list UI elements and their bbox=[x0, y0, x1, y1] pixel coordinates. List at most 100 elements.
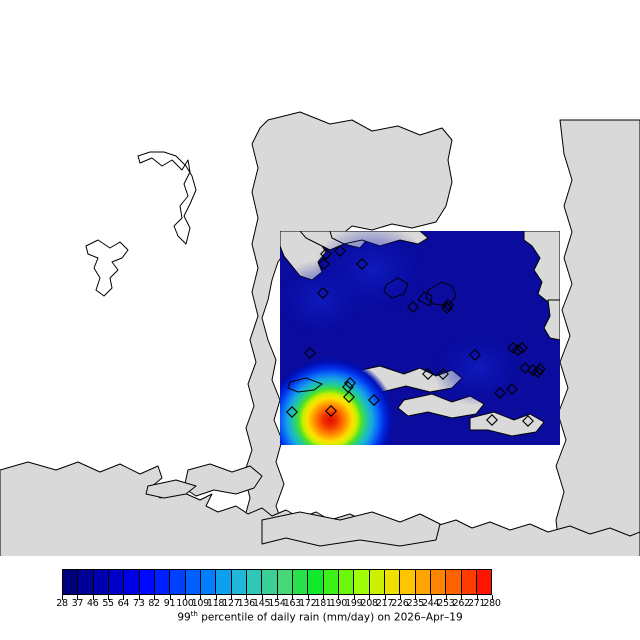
colorbar-tick-235 bbox=[415, 595, 417, 600]
colorbar-tick-64 bbox=[123, 595, 125, 600]
colorbar-label-226: 226 bbox=[391, 598, 409, 609]
station-marker[interactable] bbox=[519, 362, 531, 374]
colorbar-cell-3[interactable] bbox=[108, 570, 125, 594]
colorbar-label-73: 73 bbox=[133, 598, 145, 609]
colorbar-tick-127 bbox=[230, 595, 232, 600]
colorbar-container[interactable] bbox=[62, 569, 492, 595]
colorbar-cell-18[interactable] bbox=[338, 570, 355, 594]
colorbar-cell-4[interactable] bbox=[124, 570, 140, 594]
colorbar-cell-24[interactable] bbox=[430, 570, 447, 594]
colorbar-tick-73 bbox=[138, 595, 140, 600]
colorbar-cell-13[interactable] bbox=[262, 570, 278, 594]
colorbar-tick-91 bbox=[169, 595, 171, 600]
colorbar-cell-5[interactable] bbox=[139, 570, 155, 594]
colorbar[interactable] bbox=[62, 569, 492, 595]
colorbar-cell-26[interactable] bbox=[461, 570, 477, 594]
map-panel[interactable] bbox=[0, 0, 640, 556]
colorbar-tick-154 bbox=[277, 595, 278, 600]
colorbar-cell-20[interactable] bbox=[369, 570, 385, 594]
map-canvas[interactable] bbox=[0, 0, 640, 556]
colorbar-ticks bbox=[62, 595, 493, 601]
colorbar-cell-0[interactable] bbox=[63, 570, 79, 594]
station-marker[interactable] bbox=[334, 245, 346, 257]
station-marker[interactable] bbox=[494, 387, 506, 399]
colorbar-label-280: 280 bbox=[483, 598, 501, 609]
caption-superscript: th bbox=[190, 610, 198, 618]
colorbar-cell-22[interactable] bbox=[400, 570, 416, 594]
colorbar-tick-109 bbox=[200, 595, 202, 600]
colorbar-cell-17[interactable] bbox=[323, 570, 339, 594]
colorbar-cell-12[interactable] bbox=[246, 570, 263, 594]
data-blob-west bbox=[280, 260, 366, 340]
island-upper-left-a bbox=[137, 151, 197, 245]
island-outline-group bbox=[85, 151, 197, 297]
station-marker[interactable] bbox=[532, 366, 544, 378]
colorbar-cell-11[interactable] bbox=[231, 570, 247, 594]
colorbar-label-262: 262 bbox=[452, 598, 471, 609]
station-marker[interactable] bbox=[422, 368, 434, 380]
caption-suffix: percentile of daily rain (mm/day) on 202… bbox=[197, 611, 463, 624]
colorbar-tick-253 bbox=[445, 595, 447, 600]
station-marker[interactable] bbox=[343, 391, 355, 403]
station-marker[interactable] bbox=[368, 394, 380, 406]
land-peninsula bbox=[183, 463, 263, 497]
colorbar-cell-6[interactable] bbox=[154, 570, 171, 594]
colorbar-tick-226 bbox=[399, 595, 401, 600]
colorbar-tick-136 bbox=[246, 595, 248, 600]
colorbar-cell-19[interactable] bbox=[354, 570, 370, 594]
colorbar-cell-2[interactable] bbox=[93, 570, 109, 594]
station-marker[interactable] bbox=[407, 301, 419, 313]
colorbar-cell-7[interactable] bbox=[170, 570, 186, 594]
colorbar-cell-10[interactable] bbox=[216, 570, 232, 594]
landmass-group bbox=[0, 111, 640, 556]
station-marker[interactable] bbox=[325, 405, 337, 417]
colorbar-cell-21[interactable] bbox=[384, 570, 401, 594]
station-marker[interactable] bbox=[522, 415, 534, 427]
station-marker[interactable] bbox=[486, 414, 498, 426]
island-upper-left-b bbox=[85, 239, 129, 297]
colorbar-tick-55 bbox=[108, 595, 110, 600]
colorbar-label-64: 64 bbox=[117, 598, 130, 609]
station-marker[interactable] bbox=[469, 349, 481, 361]
colorbar-label-109: 109 bbox=[191, 598, 210, 609]
colorbar-cell-25[interactable] bbox=[446, 570, 462, 594]
station-marker[interactable] bbox=[320, 248, 332, 260]
colorbar-cell-15[interactable] bbox=[292, 570, 309, 594]
colorbar-tick-labels: 28 37 46 55 64 73 82 91 100 109 118 127 136 145 154 163… bbox=[0, 598, 640, 611]
station-marker[interactable] bbox=[344, 377, 356, 389]
colorbar-label-127: 127 bbox=[222, 598, 240, 609]
station-marker[interactable] bbox=[512, 344, 524, 356]
station-marker[interactable] bbox=[441, 302, 453, 314]
colorbar-tick-190 bbox=[338, 595, 340, 600]
colorbar-label-244: 244 bbox=[421, 598, 440, 609]
colorbar-cell-8[interactable] bbox=[185, 570, 201, 594]
colorbar-cell-14[interactable] bbox=[277, 570, 293, 594]
colorbar-tick-280 bbox=[492, 595, 493, 600]
colorbar-label-118: 118 bbox=[206, 598, 225, 609]
colorbar-label-271: 271 bbox=[468, 598, 486, 609]
station-marker[interactable] bbox=[506, 383, 518, 395]
station-marker[interactable] bbox=[442, 299, 454, 311]
colorbar-cell-16[interactable] bbox=[308, 570, 324, 594]
station-marker-group[interactable] bbox=[286, 245, 546, 427]
colorbar-cell-9[interactable] bbox=[200, 570, 217, 594]
colorbar-cell-27[interactable] bbox=[476, 570, 492, 594]
colorbar-cell-23[interactable] bbox=[415, 570, 431, 594]
station-marker[interactable] bbox=[534, 363, 546, 375]
station-marker[interactable] bbox=[318, 258, 330, 270]
colorbar-label-37: 37 bbox=[71, 598, 84, 609]
colorbar-tick-181 bbox=[323, 595, 325, 600]
colorbar-tick-271 bbox=[476, 595, 478, 600]
station-marker[interactable] bbox=[356, 258, 368, 270]
station-marker[interactable] bbox=[317, 287, 329, 299]
colorbar-tick-100 bbox=[184, 595, 186, 600]
station-marker[interactable] bbox=[286, 406, 298, 418]
colorbar-label-172: 172 bbox=[299, 598, 317, 609]
colorbar-tick-199 bbox=[353, 595, 355, 600]
station-marker[interactable] bbox=[516, 342, 528, 354]
station-marker[interactable] bbox=[437, 368, 449, 380]
station-marker[interactable] bbox=[304, 347, 316, 359]
colorbar-tick-37 bbox=[77, 595, 79, 600]
colorbar-cell-1[interactable] bbox=[78, 570, 94, 594]
